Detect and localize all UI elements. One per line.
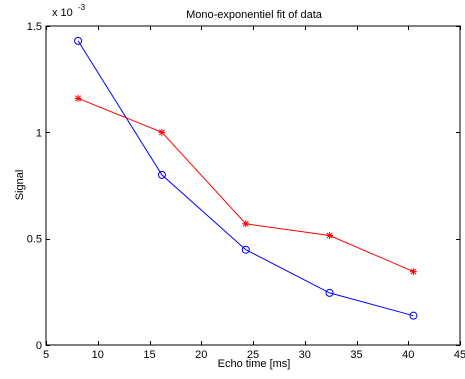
- x-axis-label: Echo time [ms]: [218, 358, 291, 370]
- series-line-1: [77, 40, 414, 317]
- x-tick-label: 25: [247, 349, 259, 361]
- data-point-circle: [325, 288, 334, 297]
- data-layer: [74, 36, 418, 320]
- x-tick-label: 5: [43, 349, 49, 361]
- y-axis-label: Signal: [14, 170, 26, 201]
- data-point-circle: [409, 311, 418, 320]
- x-tick-label: 30: [299, 349, 311, 361]
- y-tick-label: 1: [36, 127, 42, 139]
- star-stroke: [242, 220, 249, 227]
- series-line-2: [77, 97, 414, 273]
- data-point-star: [409, 268, 417, 276]
- star-stroke: [158, 129, 165, 136]
- data-point-star: [74, 94, 82, 102]
- data-point-circle: [74, 36, 83, 45]
- x-tick-label: 45: [454, 349, 465, 361]
- star-stroke: [326, 232, 333, 239]
- y-multiplier-base: x 10: [52, 7, 73, 19]
- x-tick-label: 10: [92, 349, 104, 361]
- data-point-star: [242, 220, 250, 228]
- plot-frame: [45, 25, 461, 346]
- star-stroke: [410, 268, 417, 275]
- y-multiplier-exponent: -3: [78, 3, 86, 12]
- y-tick-label: 1.5: [27, 21, 42, 33]
- chart-title: Mono-exponentiel fit of data: [186, 9, 323, 21]
- data-point-circle: [241, 245, 250, 254]
- axes-layer: 5 10 15 20 25 30 35 40 45 0 0.5 1 1.5: [27, 21, 465, 361]
- x-tick-label: 20: [195, 349, 207, 361]
- text-layer: Mono-exponentiel fit of data Echo time […: [14, 3, 323, 370]
- y-tick-label: 0: [36, 340, 42, 352]
- x-tick-label: 40: [402, 349, 414, 361]
- y-tick-label: 0.5: [27, 234, 42, 246]
- data-point-star: [326, 231, 334, 239]
- x-tick-label: 35: [350, 349, 362, 361]
- data-point-circle: [157, 170, 166, 179]
- data-point-star: [158, 128, 166, 136]
- x-tick-label: 15: [143, 349, 155, 361]
- star-stroke: [75, 95, 82, 102]
